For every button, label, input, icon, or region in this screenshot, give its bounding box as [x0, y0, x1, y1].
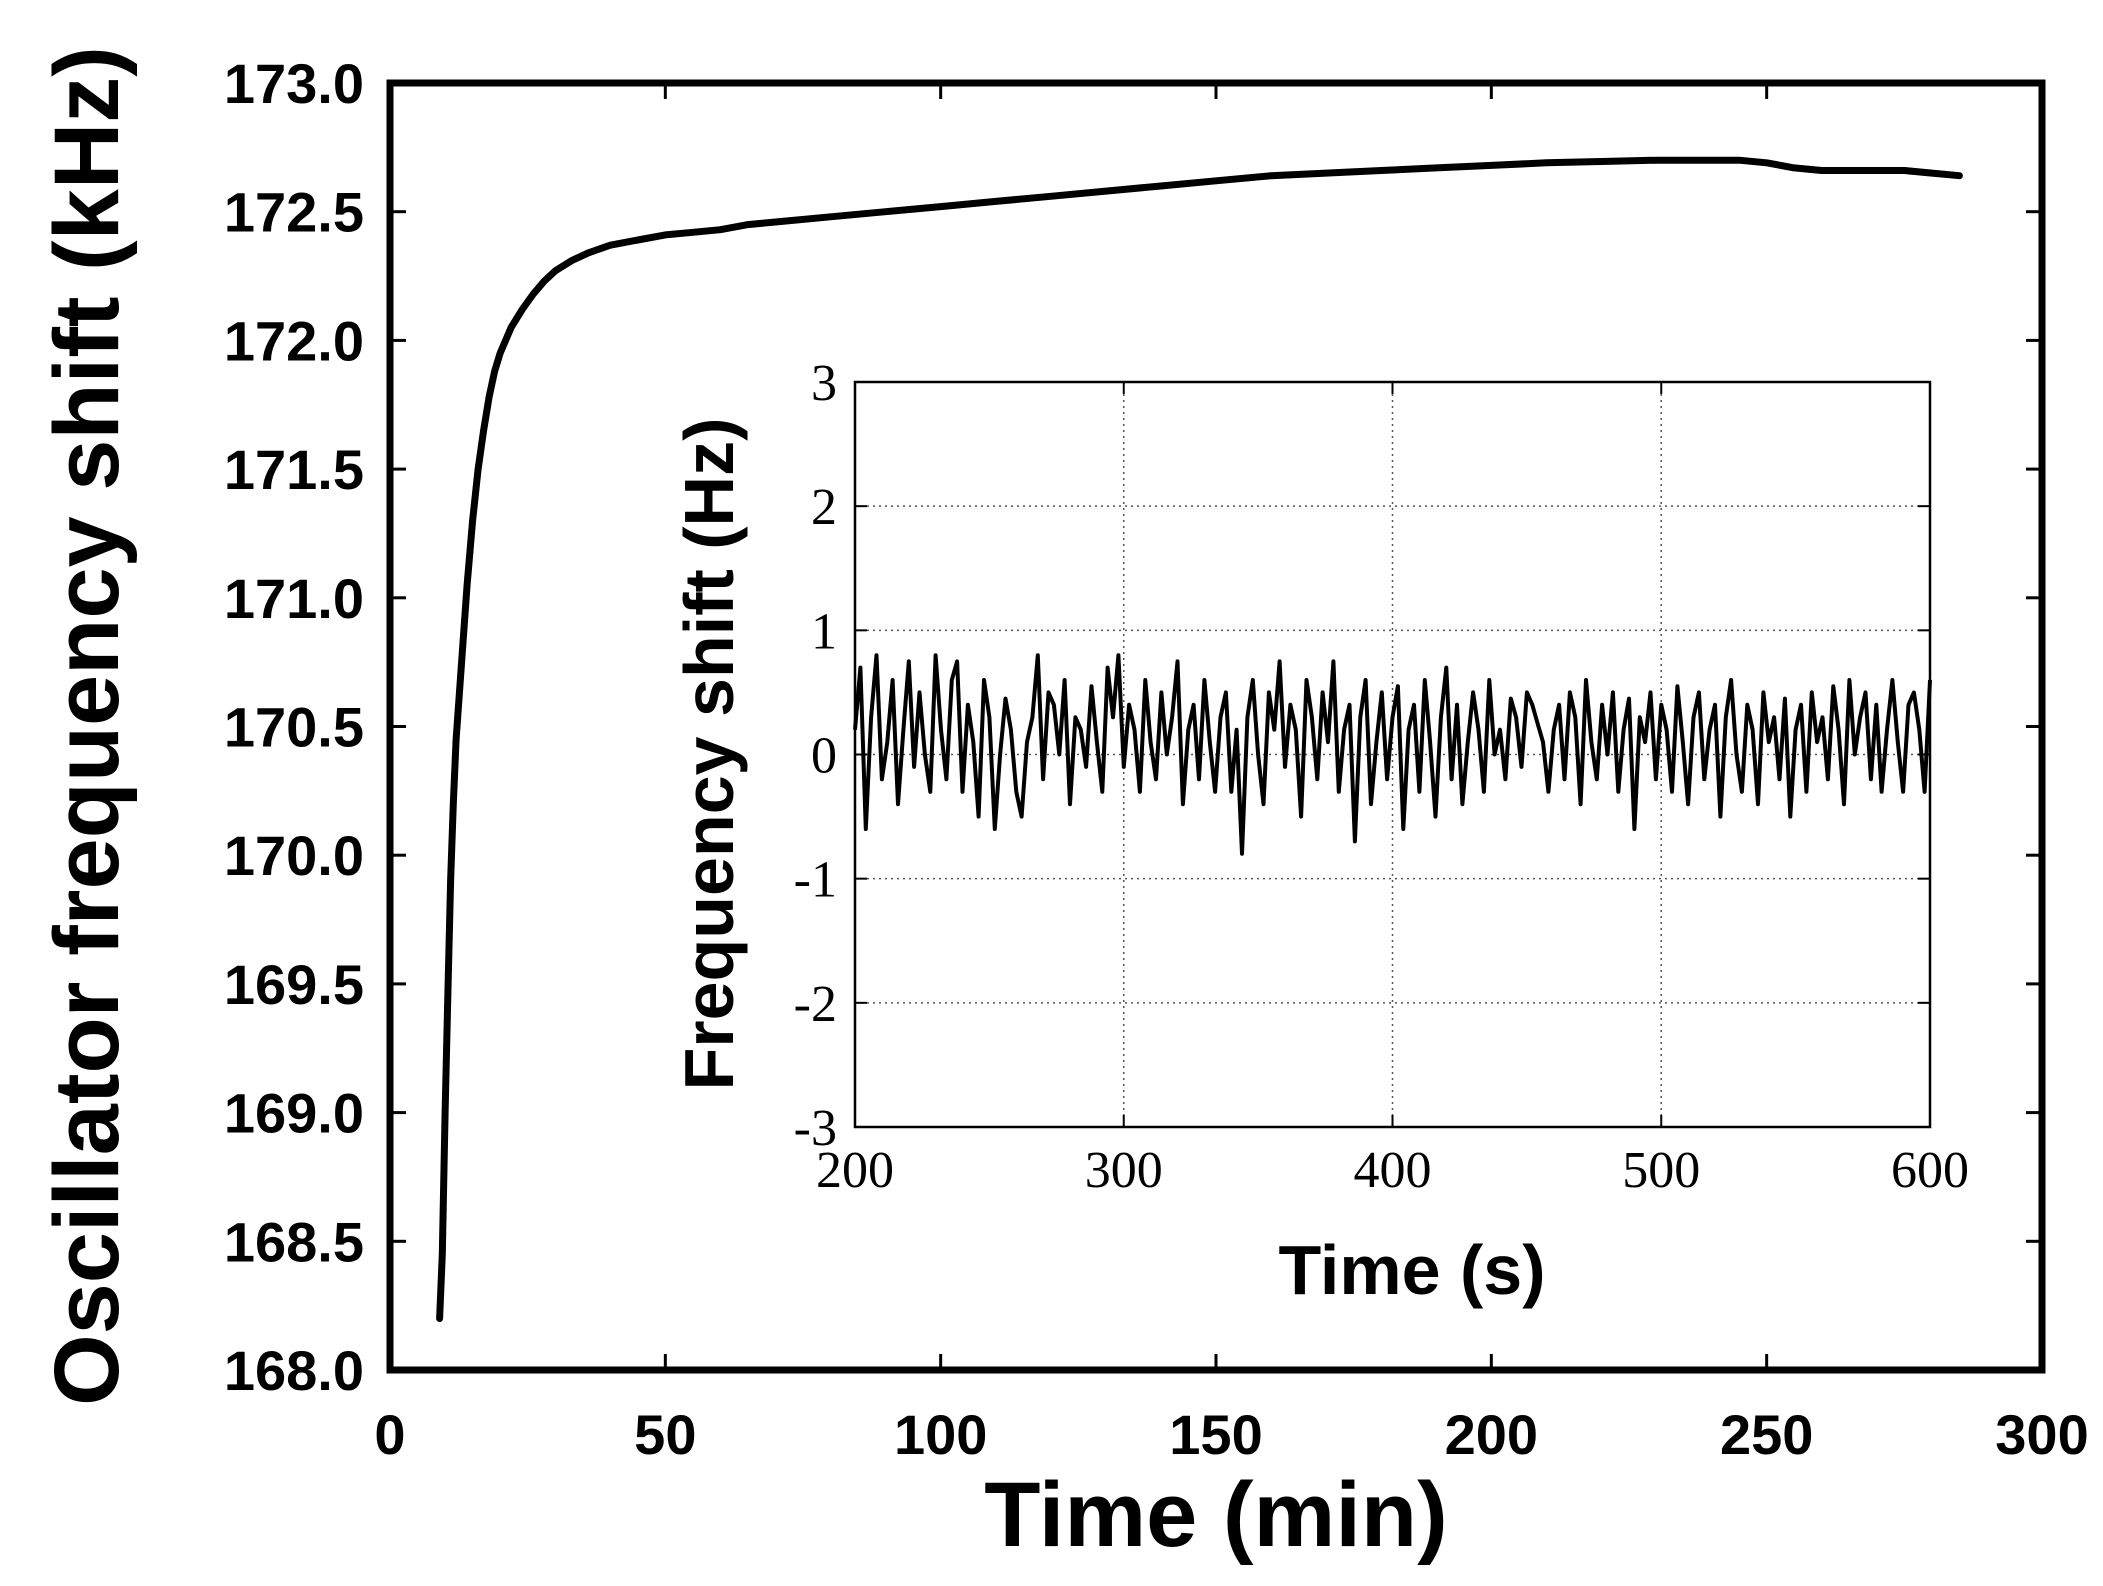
inset-x-tick-labels: 200 300 400 500 600 [816, 1142, 1969, 1199]
main-y-tick-label: 172.0 [224, 309, 364, 372]
inset-x-tick-label: 500 [1622, 1142, 1700, 1199]
inset-y-tick-label: -1 [794, 852, 837, 909]
main-x-tick-label: 250 [1720, 1403, 1813, 1466]
inset-y-tick-label: 1 [811, 603, 837, 660]
main-y-tick-label: 168.0 [224, 1339, 364, 1402]
inset-x-tick-label: 600 [1891, 1142, 1969, 1199]
inset-series-line [853, 653, 1932, 856]
inset-chart: 200 300 400 500 600 -3 -2 -1 0 1 2 3 Time (s) Freq… [670, 355, 1969, 1309]
main-y-tick-label: 168.5 [224, 1210, 364, 1273]
inset-y-axis-title: Frequency shift (Hz) [670, 418, 748, 1091]
inset-y-tick-label: 2 [811, 479, 837, 536]
main-x-tick-label: 200 [1445, 1403, 1538, 1466]
main-series-line [436, 156, 1963, 1322]
inset-x-axis-title: Time (s) [1278, 1231, 1545, 1309]
main-x-tick-label: 50 [634, 1403, 696, 1466]
main-plot-frame [386, 79, 2046, 1374]
main-x-tick-labels: 0 50 100 150 200 250 300 [374, 1403, 2088, 1466]
main-y-axis-title: Oscillator frequency shift (kHz) [36, 46, 138, 1406]
inset-y-tick-label: -2 [794, 976, 837, 1033]
main-y-tick-label: 170.5 [224, 696, 364, 759]
main-y-tick-label: 169.5 [224, 953, 364, 1016]
main-y-tick-label: 170.0 [224, 824, 364, 887]
main-x-tick-label: 300 [1995, 1403, 2088, 1466]
main-x-tick-label: 150 [1169, 1403, 1262, 1466]
inset-y-tick-label: -3 [794, 1100, 837, 1157]
main-y-tick-label: 171.5 [224, 438, 364, 501]
inset-x-tick-label: 300 [1085, 1142, 1163, 1199]
main-x-tick-label: 0 [374, 1403, 405, 1466]
inset-y-tick-label: 0 [811, 728, 837, 785]
inset-x-tick-label: 200 [816, 1142, 894, 1199]
inset-x-tick-label: 400 [1354, 1142, 1432, 1199]
inset-y-tick-labels: -3 -2 -1 0 1 2 3 [794, 355, 837, 1157]
inset-plot-frame [853, 380, 1932, 1129]
main-y-tick-label: 173.0 [224, 52, 364, 115]
main-x-tick-label: 100 [894, 1403, 987, 1466]
main-y-tick-labels: 168.0 168.5 169.0 169.5 170.0 170.5 171.0 171.5… [224, 52, 364, 1402]
main-x-axis-title: Time (min) [984, 1464, 1447, 1566]
main-y-tick-label: 169.0 [224, 1082, 364, 1145]
inset-y-tick-label: 3 [811, 355, 837, 412]
main-y-tick-label: 172.5 [224, 181, 364, 244]
main-chart: 0 50 100 150 200 250 300 168.0168.5169.0169.51… [36, 46, 2089, 1566]
main-y-tick-label: 171.0 [224, 567, 364, 630]
